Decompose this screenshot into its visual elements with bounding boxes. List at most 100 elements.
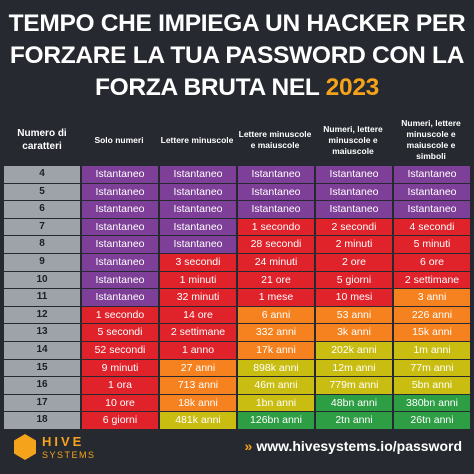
column-header: Numero di caratteri [17,128,67,152]
time-cell: Istantaneo [160,218,236,236]
header-row: Numero di caratteri Solo numeri Lettere mi… [4,114,470,166]
time-cell: 24 minuti [238,253,314,271]
time-cell: 28 secondi [238,236,314,253]
time-cell: 14 ore [160,306,236,324]
table-row: 5 Istantaneo Istantaneo Istantaneo Istantane… [4,183,470,202]
arrow: » [244,438,253,454]
table-row: 14 52 secondi 1 anno 17k anni 202k anni 1m an… [4,341,470,360]
time-cell: 2 settimane [160,324,236,341]
time-cell: Istantaneo [238,166,314,183]
table-row: 4 Istantaneo Istantaneo Istantaneo Istantane… [4,166,470,184]
length-cell: 14 [4,341,80,359]
table-row: 16 1 ora 713 anni 46m anni 779m anni 5bn anni [4,377,470,395]
time-cell: 5 giorni [316,271,392,289]
time-cell: 126bn anni [238,412,314,429]
time-cell: Istantaneo [160,183,236,201]
table: Numero di caratteri Solo numeri Lettere mi… [4,114,470,430]
time-cell: 12m anni [316,359,392,377]
table-row: 12 1 secondo 14 ore 6 anni 53 anni 226 anni [4,306,470,325]
time-cell: 1m anni [394,341,470,359]
time-cell: Istantaneo [316,201,392,218]
time-cell: 6 ore [394,253,470,271]
length-cell: 13 [4,324,80,341]
logo-sub: SYSTEMS [42,450,96,460]
time-cell: Istantaneo [82,201,158,218]
length-cell: 15 [4,359,80,377]
table-row: 7 Istantaneo Istantaneo 1 secondo 2 secondi 4… [4,218,470,237]
time-cell: 898k anni [238,359,314,377]
column-header: Lettere minuscole [160,134,234,145]
length-cell: 16 [4,377,80,394]
time-cell: 53 anni [316,306,392,324]
time-cell: Istantaneo [394,201,470,218]
length-cell: 6 [4,201,80,218]
table-row: 13 5 secondi 2 settimane 332 anni 3k anni 15k… [4,324,470,342]
table-row: 6 Istantaneo Istantaneo Istantaneo Istantane… [4,201,470,219]
time-cell: 1 mese [238,289,314,306]
length-cell: 11 [4,289,80,306]
time-cell: 481k anni [160,412,236,429]
time-cell: 380bn anni [394,394,470,412]
time-cell: 1 minuti [160,271,236,289]
time-cell: Istantaneo [316,183,392,201]
time-cell: 1bn anni [238,394,314,412]
time-cell: 10 ore [82,394,158,412]
table-row: 10 Istantaneo 1 minuti 21 ore 5 giorni 2 sett… [4,271,470,290]
column-header: Solo numeri [94,134,144,145]
length-cell: 7 [4,218,80,236]
time-cell: 332 anni [238,324,314,341]
time-cell: 3 secondi [160,253,236,271]
time-cell: 21 ore [238,271,314,289]
table-body: 4 Istantaneo Istantaneo Istantaneo Istantane… [4,166,470,430]
time-cell: 32 minuti [160,289,236,306]
time-cell: 9 minuti [82,359,158,377]
column-header: Numeri, lettere minuscole e maiuscole [323,123,383,156]
length-cell: 9 [4,253,80,271]
time-cell: Istantaneo [82,218,158,236]
logo-name: HIVE [42,434,85,449]
time-cell: Istantaneo [82,183,158,201]
length-cell: 12 [4,306,80,324]
time-cell: Istantaneo [238,201,314,218]
time-cell: 6 anni [238,306,314,324]
url-text[interactable]: www.hivesystems.io/password [256,438,462,454]
time-cell: 52 secondi [82,341,158,359]
table-row: 8 Istantaneo Istantaneo 28 secondi 2 minuti 5… [4,236,470,254]
time-cell: Istantaneo [160,201,236,218]
time-cell: 10 mesi [316,289,392,306]
title: TEMPO CHE IMPIEGA UN HACKER PER FORZARE … [0,8,474,104]
time-cell: Istantaneo [82,236,158,253]
url[interactable]: » www.hivesystems.io/password [245,438,462,454]
time-cell: 27 anni [160,359,236,377]
time-cell: 713 anni [160,377,236,394]
time-cell: 26tn anni [394,412,470,429]
time-cell: 1 secondo [82,306,158,324]
logo: HIVE SYSTEMS [14,430,104,470]
time-cell: 15k anni [394,324,470,341]
time-cell: 3 anni [394,289,470,306]
time-cell: Istantaneo [82,253,158,271]
column-header: Numeri, lettere minuscole e maiuscole e … [401,118,461,161]
title-year: 2023 [325,74,380,101]
time-cell: 2 secondi [316,218,392,236]
time-cell: 1 ora [82,377,158,394]
time-cell: 48bn anni [316,394,392,412]
time-cell: 4 secondi [394,218,470,236]
time-cell: Istantaneo [160,166,236,183]
time-cell: 2 minuti [316,236,392,253]
time-cell: Istantaneo [160,236,236,253]
time-cell: 5bn anni [394,377,470,394]
title-text: TEMPO CHE IMPIEGA UN HACKER PER FORZARE … [8,10,466,101]
length-cell: 17 [4,394,80,412]
footer: HIVE SYSTEMS » www.hivesystems.io/passwor… [0,424,474,474]
table-row: 17 10 ore 18k anni 1bn anni 48bn anni 380bn a… [4,394,470,413]
time-cell: 17k anni [238,341,314,359]
time-cell: 226 anni [394,306,470,324]
time-cell: 2tn anni [316,412,392,429]
time-cell: Istantaneo [82,166,158,183]
time-cell: 5 minuti [394,236,470,253]
time-cell: Istantaneo [238,183,314,201]
table-row: 18 6 giorni 481k anni 126bn anni 2tn anni 26t… [4,412,470,430]
time-cell: 6 giorni [82,412,158,429]
time-cell: 46m anni [238,377,314,394]
